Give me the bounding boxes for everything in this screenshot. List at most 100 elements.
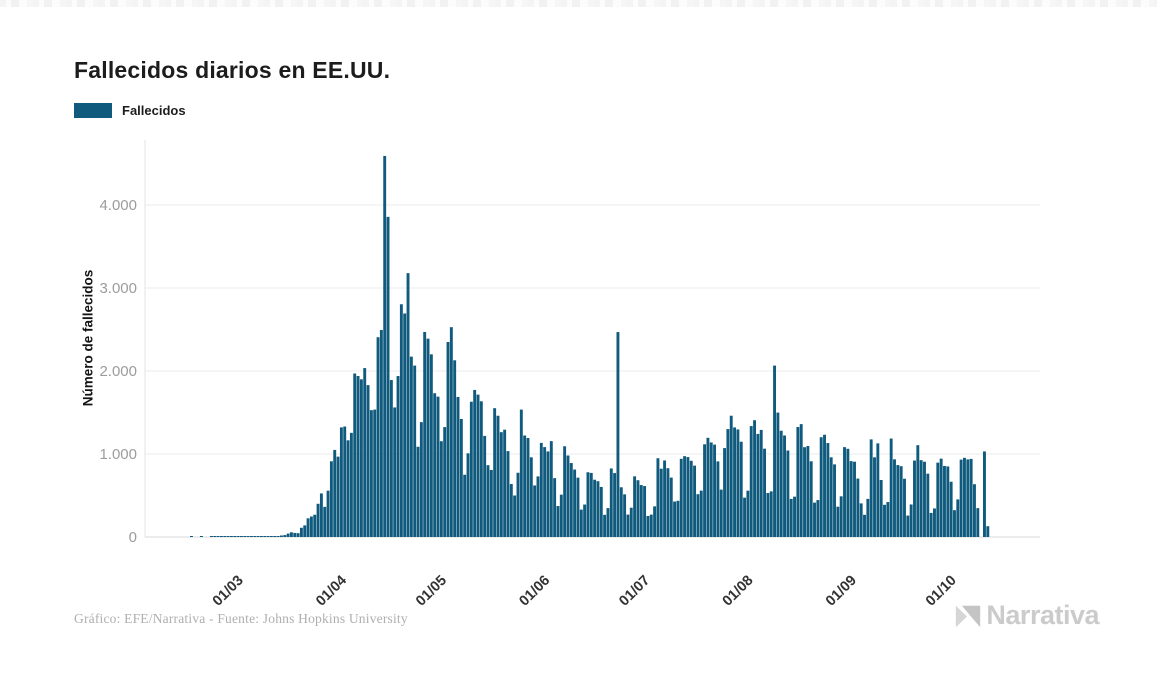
bar[interactable] (599, 486, 603, 537)
bar[interactable] (256, 536, 260, 537)
bar[interactable] (953, 510, 956, 537)
bar[interactable] (576, 477, 580, 537)
bar[interactable] (793, 496, 796, 537)
bar[interactable] (319, 493, 323, 537)
bar[interactable] (236, 536, 240, 537)
bar[interactable] (433, 393, 437, 537)
bar[interactable] (669, 477, 673, 537)
bar[interactable] (453, 360, 457, 537)
bar[interactable] (603, 514, 607, 537)
bar[interactable] (963, 457, 966, 537)
bar[interactable] (293, 532, 297, 537)
bar[interactable] (913, 460, 916, 537)
bar[interactable] (703, 444, 707, 537)
bar[interactable] (306, 518, 310, 537)
bar[interactable] (966, 459, 970, 537)
bar[interactable] (263, 536, 267, 537)
bar[interactable] (929, 512, 933, 537)
bar[interactable] (376, 337, 380, 537)
bar[interactable] (369, 410, 373, 537)
bar[interactable] (209, 536, 213, 537)
bar[interactable] (259, 536, 263, 537)
bar[interactable] (796, 427, 800, 537)
bar[interactable] (666, 468, 670, 537)
bar[interactable] (223, 536, 227, 537)
bar[interactable] (939, 458, 943, 537)
bar[interactable] (619, 487, 623, 537)
bar[interactable] (806, 446, 810, 537)
bar[interactable] (496, 415, 500, 537)
bar[interactable] (506, 451, 510, 537)
bar[interactable] (219, 536, 223, 537)
bar[interactable] (493, 408, 497, 537)
bar[interactable] (823, 434, 826, 537)
bar[interactable] (653, 506, 657, 537)
bar[interactable] (389, 380, 393, 537)
bar[interactable] (309, 516, 313, 537)
bar[interactable] (663, 460, 667, 537)
bar[interactable] (579, 509, 583, 537)
bar[interactable] (229, 536, 233, 537)
bar[interactable] (539, 442, 543, 537)
bar[interactable] (676, 500, 680, 537)
bar[interactable] (826, 443, 830, 537)
bar[interactable] (583, 504, 587, 537)
bar[interactable] (833, 464, 836, 537)
bar[interactable] (296, 533, 300, 537)
bar[interactable] (559, 494, 563, 537)
bar[interactable] (773, 365, 776, 537)
bar[interactable] (569, 463, 573, 537)
bar[interactable] (849, 461, 853, 537)
bar[interactable] (969, 458, 973, 537)
bar[interactable] (853, 461, 856, 537)
bar[interactable] (289, 532, 293, 537)
bar[interactable] (486, 465, 490, 537)
bar[interactable] (733, 427, 737, 537)
bar[interactable] (336, 456, 340, 537)
bar[interactable] (739, 441, 743, 537)
bar[interactable] (879, 479, 883, 537)
bar[interactable] (379, 329, 383, 537)
bar[interactable] (303, 525, 307, 537)
bar[interactable] (246, 536, 250, 537)
bar[interactable] (499, 432, 503, 537)
bar[interactable] (649, 514, 653, 537)
bar[interactable] (239, 536, 243, 537)
bar[interactable] (749, 426, 753, 537)
bar[interactable] (466, 453, 470, 537)
bar[interactable] (959, 459, 963, 537)
bar[interactable] (829, 457, 833, 537)
bar[interactable] (546, 451, 550, 537)
bar[interactable] (809, 461, 813, 537)
bar[interactable] (533, 485, 537, 537)
bar[interactable] (716, 461, 720, 537)
bar[interactable] (746, 490, 750, 537)
bar[interactable] (696, 494, 700, 537)
bar[interactable] (776, 412, 780, 537)
bar[interactable] (896, 465, 900, 537)
bar[interactable] (363, 368, 367, 537)
bar[interactable] (683, 456, 687, 537)
bar[interactable] (646, 516, 650, 537)
bar[interactable] (346, 440, 350, 537)
bar[interactable] (359, 379, 363, 537)
bar[interactable] (226, 536, 230, 537)
bar[interactable] (616, 332, 620, 537)
bar[interactable] (626, 514, 630, 537)
bar[interactable] (366, 385, 370, 537)
bar[interactable] (889, 438, 893, 537)
bar[interactable] (639, 485, 643, 537)
bar[interactable] (873, 457, 876, 537)
bar[interactable] (426, 338, 430, 537)
bar[interactable] (606, 508, 610, 537)
bar[interactable] (509, 484, 513, 537)
bar[interactable] (523, 435, 527, 537)
bar[interactable] (199, 536, 203, 537)
bar[interactable] (893, 459, 896, 537)
bar[interactable] (886, 502, 890, 537)
bar[interactable] (883, 504, 886, 537)
bar[interactable] (513, 495, 517, 538)
bar[interactable] (743, 497, 747, 537)
bar[interactable] (843, 447, 846, 537)
bar[interactable] (976, 508, 980, 537)
